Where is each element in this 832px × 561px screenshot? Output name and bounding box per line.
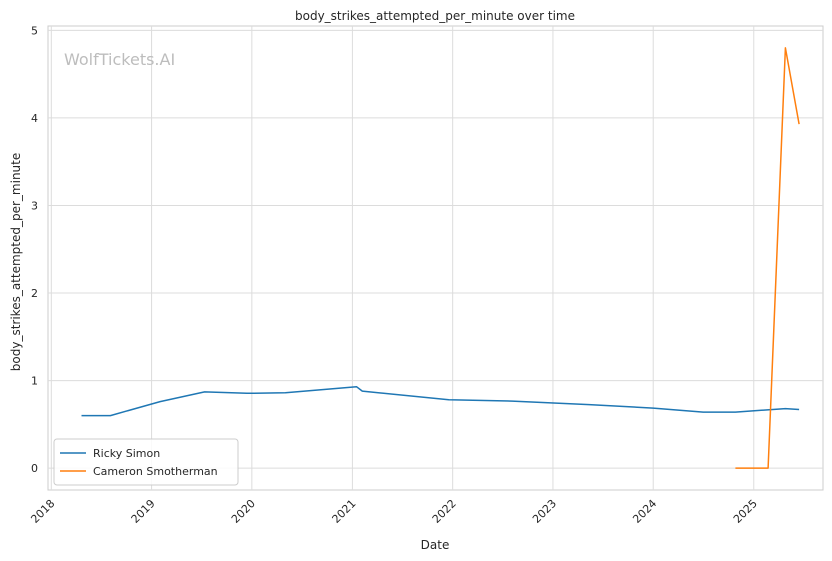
- x-tick-label: 2019: [129, 497, 158, 526]
- legend: Ricky Simon Cameron Smotherman: [53, 438, 239, 486]
- y-tick-label: 1: [31, 375, 38, 388]
- y-tick-label: 3: [31, 199, 38, 212]
- y-tick-label: 0: [31, 462, 38, 475]
- series-lines: [81, 47, 800, 469]
- x-tick-label: 2023: [530, 497, 559, 526]
- plot-area: [47, 25, 824, 491]
- x-tick-label: 2025: [731, 497, 760, 526]
- y-tick-label: 5: [31, 24, 38, 37]
- legend-label-ricky-simon: Ricky Simon: [93, 447, 160, 460]
- legend-label-cameron-smotherman: Cameron Smotherman: [93, 465, 218, 478]
- x-tick-label: 2021: [330, 497, 359, 526]
- series-line-cameron-smotherman: [735, 47, 800, 469]
- x-axis-label: Date: [421, 538, 450, 552]
- chart-title: body_strikes_attempted_per_minute over t…: [295, 9, 575, 23]
- y-tick-label: 2: [31, 287, 38, 300]
- legend-box: [53, 438, 239, 486]
- x-tick-label: 2018: [28, 497, 57, 526]
- series-line-ricky-simon: [81, 385, 800, 417]
- x-tick-label: 2020: [229, 497, 258, 526]
- y-axis-label: body_strikes_attempted_per_minute: [9, 153, 23, 371]
- grid: [48, 26, 823, 490]
- y-tick-label: 4: [31, 112, 38, 125]
- x-tick-label: 2024: [630, 497, 659, 526]
- x-tick-label: 2022: [430, 497, 459, 526]
- watermark: WolfTickets.AI: [64, 50, 175, 69]
